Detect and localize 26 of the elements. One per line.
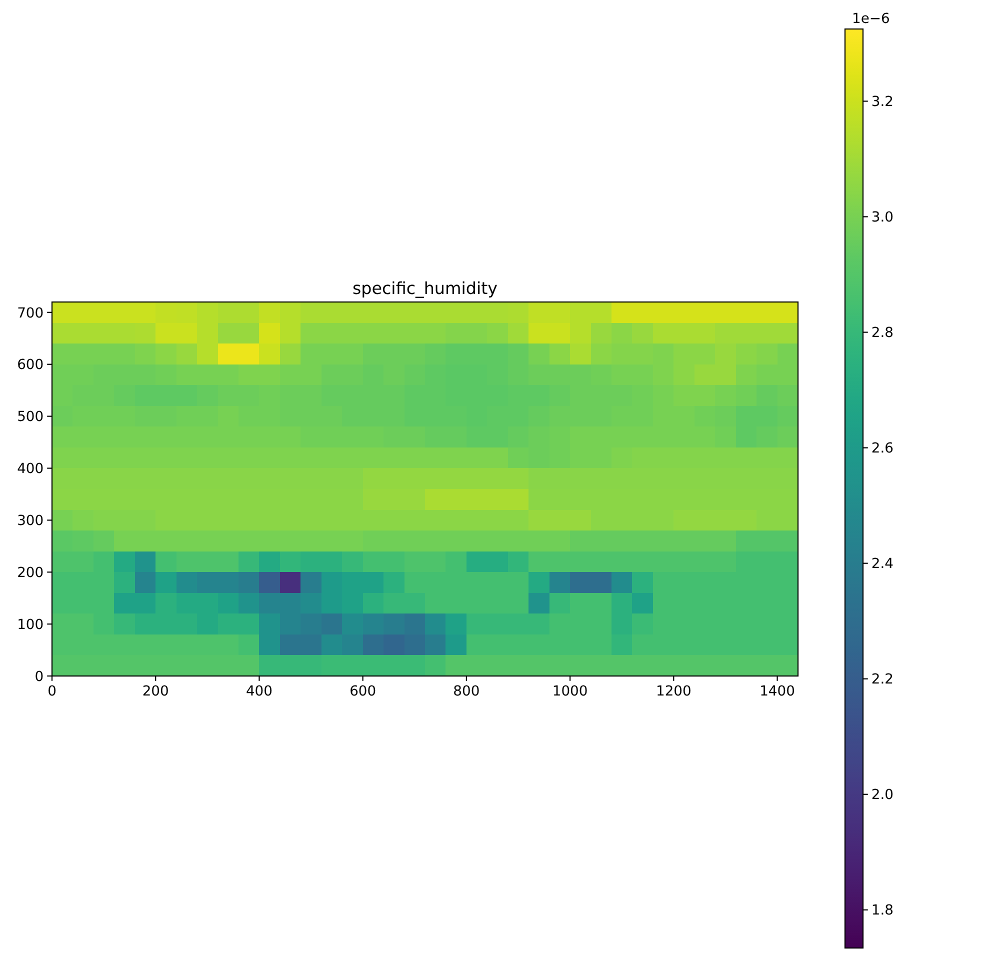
color-bar-label: 2.0 [871,787,894,804]
x-tick-label: 200 [142,684,169,700]
y-tick-label: 200 [17,564,44,581]
x-tick-label: 0 [48,684,56,700]
y-tick-label: 100 [17,616,44,633]
y-tick-label: 0 [34,668,44,685]
color-bar-label: 3.0 [871,210,894,226]
x-tick-label: 1200 [656,684,692,700]
color-bar-label: 2.4 [871,556,894,572]
x-tick-label: 400 [246,684,272,700]
y-tick-label: 600 [17,357,44,374]
y-tick-label: 700 [17,305,44,322]
y-tick-label: 500 [17,409,44,426]
y-tick-label: 300 [17,513,44,530]
x-tick-label: 1000 [552,684,588,700]
x-tick-label: 800 [453,684,480,700]
color-bar-label: 2.8 [871,325,894,342]
color-bar-label: 3.2 [871,94,894,110]
x-tick-label: 600 [350,684,376,700]
color-bar-label: 1.8 [871,902,894,919]
color-bar-title: 1e−6 [852,11,890,27]
chart-title: specific_humidity [352,278,498,298]
x-tick-label: 1400 [760,684,795,700]
color-bar-label: 2.6 [871,440,894,457]
y-tick-label: 400 [17,461,44,478]
color-bar-label: 2.2 [871,672,894,688]
